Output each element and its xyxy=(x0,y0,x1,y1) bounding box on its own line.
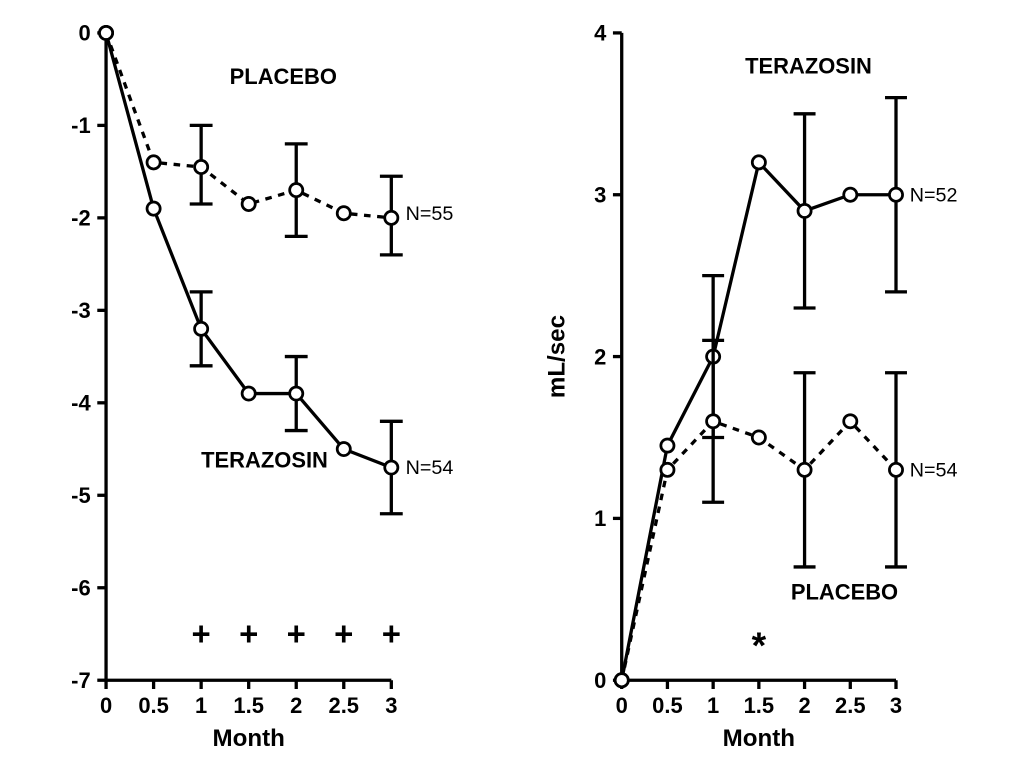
x-tick-label: 2 xyxy=(798,693,810,718)
data-marker xyxy=(290,387,303,400)
y-tick-label: -2 xyxy=(71,206,91,231)
y-tick-label: -7 xyxy=(71,668,91,693)
x-axis-label: Month xyxy=(723,725,795,752)
x-tick-label: 1 xyxy=(707,693,719,718)
data-marker xyxy=(889,188,902,201)
data-marker xyxy=(661,463,674,476)
series-n-label: N=54 xyxy=(910,459,958,481)
data-marker xyxy=(385,211,398,224)
significance-plus: + xyxy=(287,615,306,652)
left-panel: 0 -1 -2 -3 -4 -5 -6 -7 0 0.5 1 1.5 2 2.5 3 Month PLACEBO… xyxy=(71,21,453,752)
y-tick-label: 0 xyxy=(594,668,606,693)
x-tick-label: 1.5 xyxy=(744,693,775,718)
significance-plus: + xyxy=(239,615,258,652)
x-tick-label: 1 xyxy=(195,693,207,718)
series-label: PLACEBO xyxy=(791,579,898,604)
x-tick-label: 2.5 xyxy=(329,693,360,718)
chart-container: 0 -1 -2 -3 -4 -5 -6 -7 0 0.5 1 1.5 2 2.5 3 Month PLACEBO… xyxy=(0,0,1024,768)
data-marker xyxy=(844,188,857,201)
y-tick-label: 1 xyxy=(594,506,606,531)
y-tick-label: 0 xyxy=(78,21,90,46)
significance-plus: + xyxy=(334,615,353,652)
y-tick-label: 4 xyxy=(594,21,607,46)
data-marker xyxy=(337,207,350,220)
data-marker xyxy=(99,26,112,39)
data-marker xyxy=(707,415,720,428)
data-marker xyxy=(147,202,160,215)
series-label: PLACEBO xyxy=(230,64,337,89)
x-axis-label: Month xyxy=(213,725,285,752)
data-marker xyxy=(147,156,160,169)
x-tick-label: 2.5 xyxy=(835,693,866,718)
data-marker xyxy=(615,674,628,687)
x-tick-label: 0.5 xyxy=(652,693,683,718)
series-line xyxy=(106,33,391,468)
data-marker xyxy=(752,156,765,169)
data-marker xyxy=(242,197,255,210)
x-tick-label: 3 xyxy=(385,693,397,718)
y-tick-label: -1 xyxy=(71,113,91,138)
data-marker xyxy=(385,461,398,474)
x-tick-label: 3 xyxy=(890,693,902,718)
y-axis-label: mL/sec xyxy=(544,315,571,398)
x-tick-label: 2 xyxy=(290,693,302,718)
x-tick-label: 0 xyxy=(616,693,628,718)
data-marker xyxy=(798,204,811,217)
data-marker xyxy=(661,439,674,452)
x-tick-label: 0 xyxy=(100,693,112,718)
y-tick-label: -6 xyxy=(71,575,91,600)
data-marker xyxy=(844,415,857,428)
significance-plus: + xyxy=(382,615,401,652)
series-n-label: N=54 xyxy=(406,457,454,479)
series-n-label: N=52 xyxy=(910,184,958,206)
data-marker xyxy=(290,184,303,197)
y-tick-label: -5 xyxy=(71,483,91,508)
y-tick-label: -4 xyxy=(71,390,91,415)
data-marker xyxy=(195,322,208,335)
x-tick-label: 0.5 xyxy=(138,693,169,718)
data-marker xyxy=(337,442,350,455)
series-n-label: N=55 xyxy=(406,203,454,225)
data-marker xyxy=(889,463,902,476)
data-marker xyxy=(798,463,811,476)
series-label: TERAZOSIN xyxy=(201,448,328,473)
dual-line-chart: 0 -1 -2 -3 -4 -5 -6 -7 0 0.5 1 1.5 2 2.5 3 Month PLACEBO… xyxy=(0,0,1024,768)
right-panel: 0 1 2 3 4 mL/sec 0 0.5 1 1.5 2 2.5 3 Month TERAZOSIN N=… xyxy=(544,21,958,752)
significance-star: * xyxy=(752,624,767,666)
data-marker xyxy=(752,431,765,444)
y-tick-label: -3 xyxy=(71,298,91,323)
significance-plus: + xyxy=(192,615,211,652)
data-marker xyxy=(195,160,208,173)
x-tick-label: 1.5 xyxy=(233,693,264,718)
series-label: TERAZOSIN xyxy=(745,53,872,78)
data-marker xyxy=(242,387,255,400)
y-tick-label: 3 xyxy=(594,182,606,207)
y-tick-label: 2 xyxy=(594,344,606,369)
